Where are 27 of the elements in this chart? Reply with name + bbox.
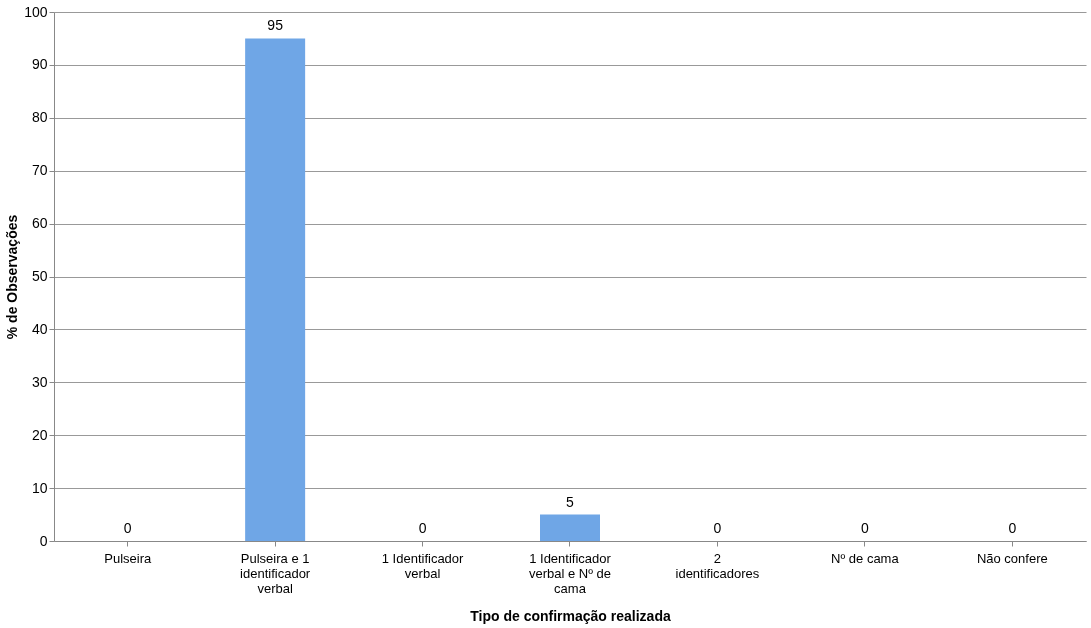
- data-label: 0: [713, 520, 722, 536]
- y-tick-label: 0: [39, 532, 48, 549]
- y-tick-label: 90: [31, 56, 48, 73]
- x-tick-label: 2 identificadores: [675, 550, 760, 581]
- data-label: 95: [267, 17, 284, 34]
- y-tick-label: 50: [31, 268, 48, 284]
- y-tick-label: 40: [31, 320, 48, 337]
- y-axis-title: % de Observações: [4, 214, 21, 340]
- x-tick-label: Pulseira: [104, 550, 152, 566]
- x-tick-label: Não confere: [976, 550, 1048, 566]
- data-label: 0: [860, 520, 869, 536]
- x-tick-label: 1 Identificador verbal e Nº de cama: [528, 550, 612, 596]
- y-tick-label: 30: [31, 373, 48, 390]
- y-tick-label: 60: [31, 215, 48, 232]
- data-label: 5: [566, 493, 575, 510]
- x-tick-label: Pulseira e 1 identificador verbal: [240, 550, 311, 596]
- y-tick-label: 100: [24, 3, 48, 20]
- data-label: 0: [123, 520, 132, 536]
- data-label: 0: [1008, 520, 1017, 536]
- y-tick-label: 10: [31, 479, 48, 496]
- y-tick-label: 70: [31, 162, 48, 179]
- data-label: 0: [418, 520, 427, 536]
- y-tick-label: 20: [31, 426, 48, 443]
- y-tick-label: 80: [31, 109, 48, 126]
- x-axis-title: Tipo de confirmação realizada: [470, 607, 671, 624]
- x-tick-label: 1 Identificador verbal: [381, 550, 465, 581]
- x-tick-label: Nº de cama: [831, 550, 900, 566]
